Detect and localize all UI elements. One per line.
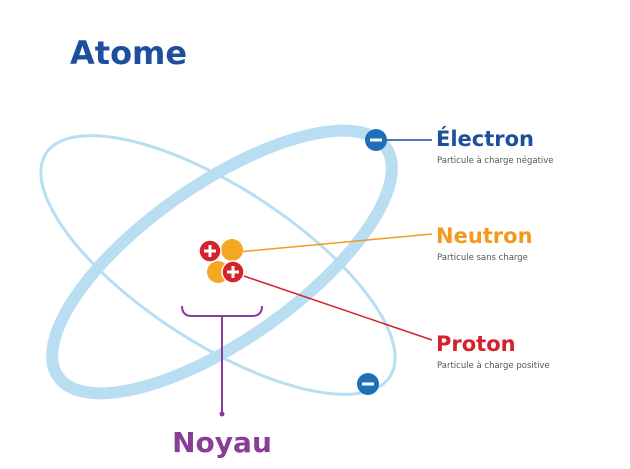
label: Électron — [436, 126, 534, 151]
description: Particule sans charge — [437, 253, 528, 263]
label: Neutron — [436, 224, 533, 248]
description: Particule à charge positive — [437, 361, 550, 371]
nucleus-label: Noyau — [172, 426, 272, 459]
description: Particule à charge négative — [437, 155, 554, 166]
electron — [357, 373, 379, 395]
atom-diagram: Atome Électron Particule à charge négati… — [0, 0, 630, 469]
label: Proton — [436, 332, 516, 356]
electron — [365, 129, 387, 151]
title: Atome — [70, 34, 187, 72]
bracket-dot — [220, 412, 225, 417]
